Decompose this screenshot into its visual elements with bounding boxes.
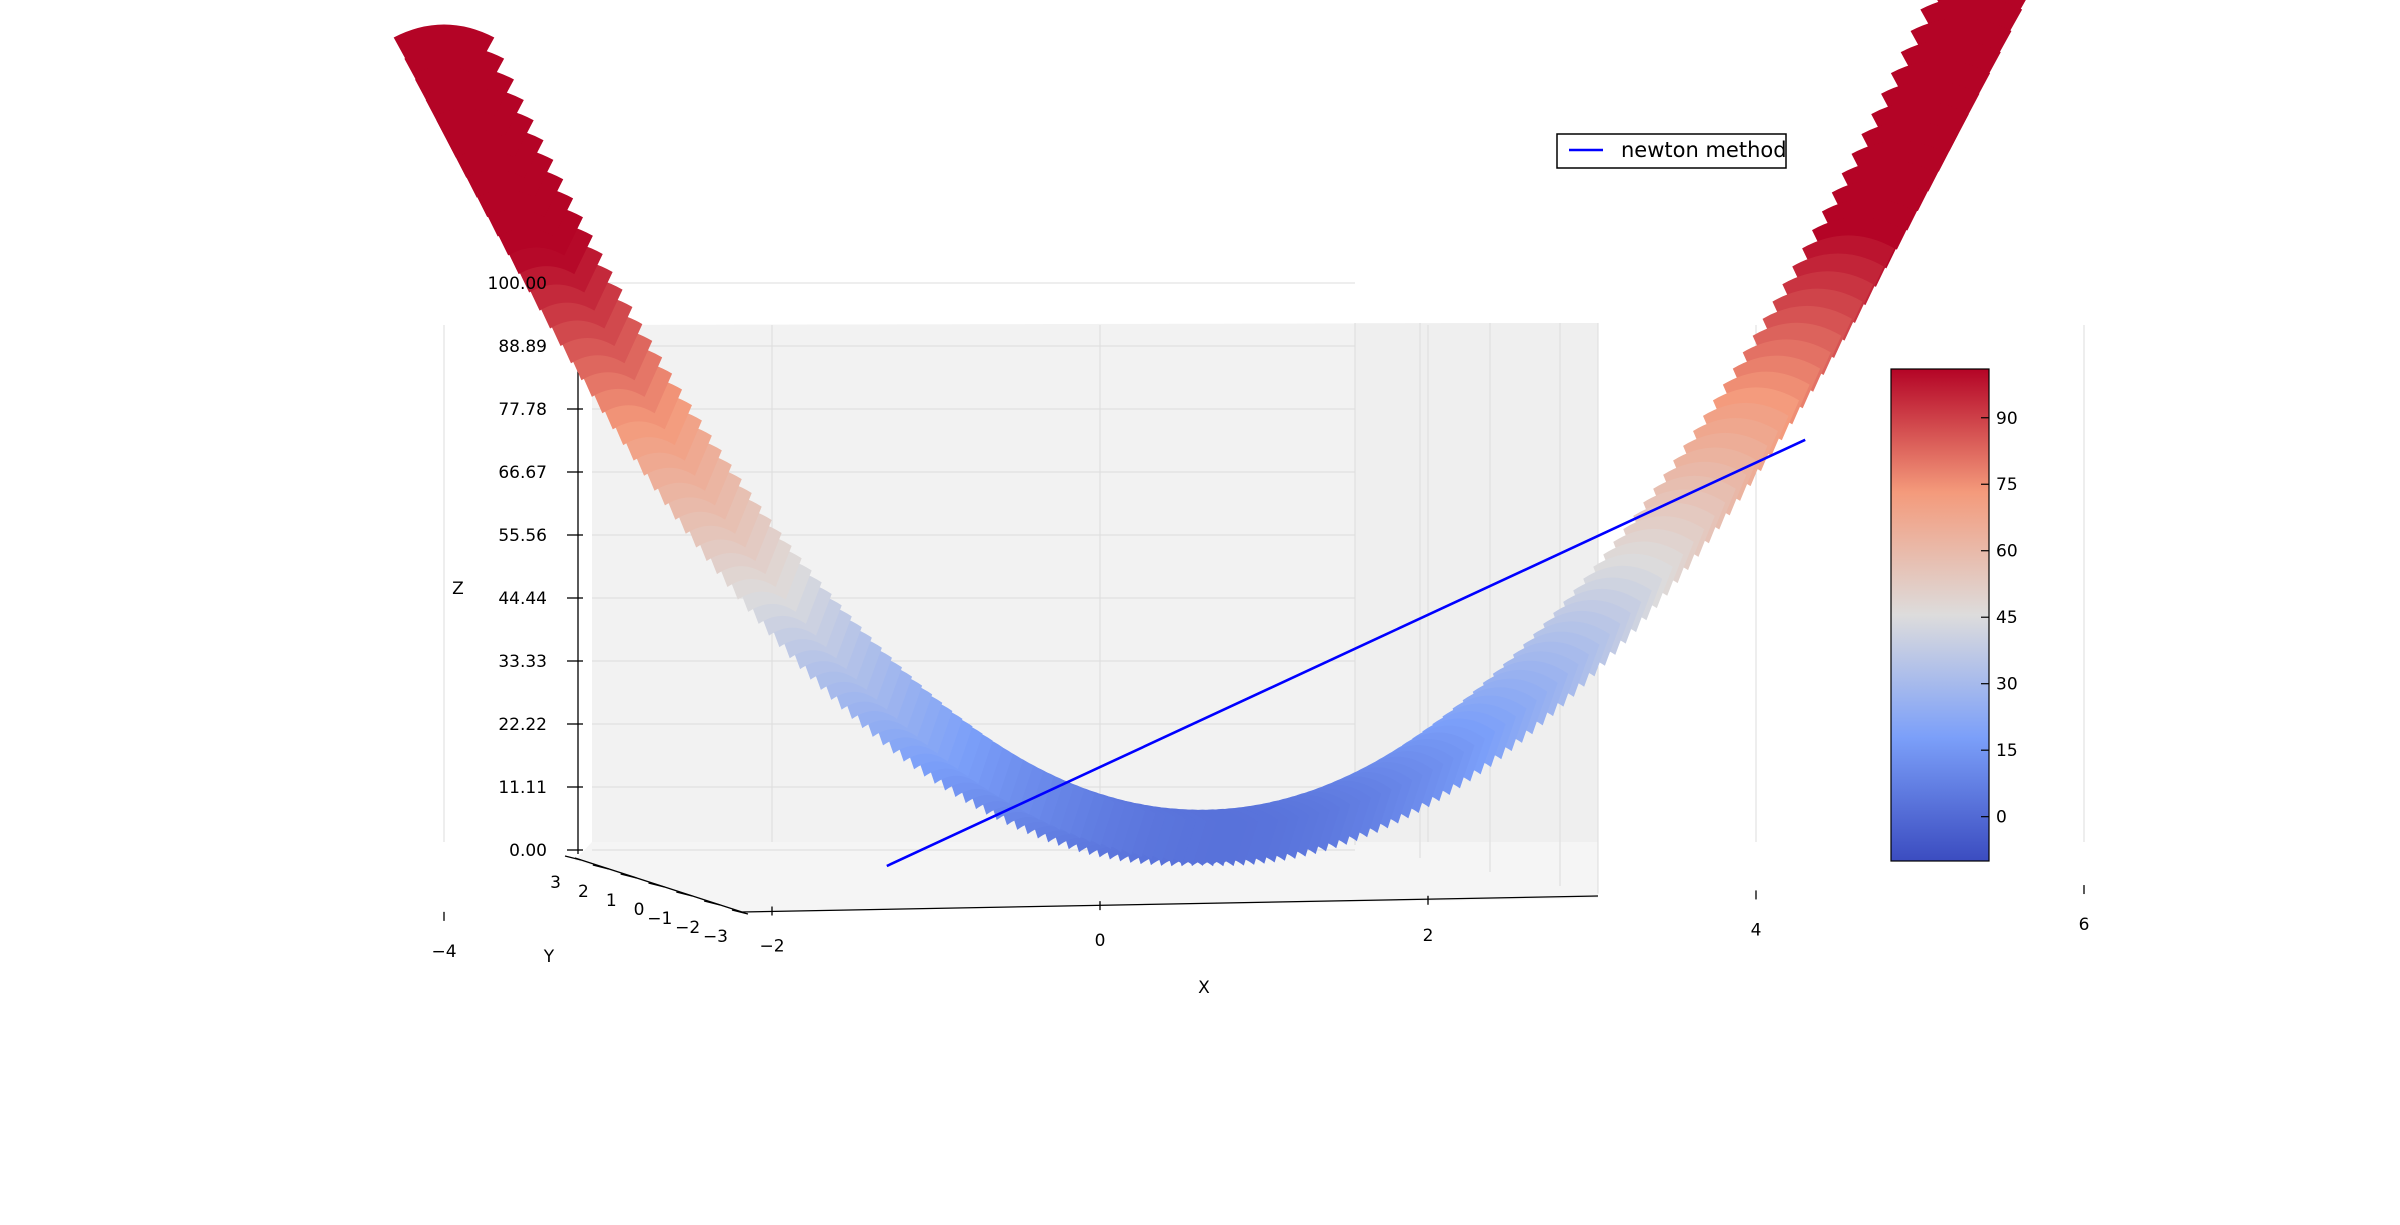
z-axis-label: Z <box>452 579 464 599</box>
z-tick-label: 100.00 <box>488 274 547 294</box>
colorbar-tick-label: 0 <box>1996 808 2007 828</box>
colorbar-tick-label: 60 <box>1996 542 2018 562</box>
legend-label-newton-method: newton method <box>1621 138 1787 162</box>
y-tick-label: −2 <box>675 918 700 938</box>
z-tick-label: 88.89 <box>498 337 547 357</box>
floor-pane <box>575 842 1598 912</box>
legend: newton method <box>1556 133 1787 169</box>
z-tick-label: 44.44 <box>498 589 547 609</box>
y-tick-label: 1 <box>606 891 617 911</box>
y-tick-label: −1 <box>647 909 672 929</box>
colorbar-tick-label: 15 <box>1996 741 2018 761</box>
y-tick-mark <box>676 891 693 897</box>
axes <box>443 282 2085 921</box>
y-tick-label: 0 <box>634 900 645 920</box>
surface <box>393 0 2026 867</box>
colorbar-tick-label: 30 <box>1996 675 2018 695</box>
x-tick-label: −4 <box>431 942 456 962</box>
x-tick-label: 2 <box>1423 926 1434 946</box>
y-tick-label: 3 <box>550 873 561 893</box>
series-layer <box>886 438 1806 868</box>
y-tick-label: −3 <box>703 927 728 947</box>
x-tick-label: 4 <box>1751 920 1762 940</box>
y-tick-mark <box>731 909 749 915</box>
colorbar-tick-label: 45 <box>1996 608 2018 628</box>
y-axis-label: Y <box>543 947 555 967</box>
z-tick-label: 55.56 <box>498 526 547 546</box>
y-tick-mark <box>564 855 582 861</box>
series-line-newton-method <box>886 438 1806 868</box>
z-tick-label: 77.78 <box>498 400 547 420</box>
z-tick-label: 0.00 <box>509 841 547 861</box>
colorbar-tick-label: 90 <box>1996 409 2018 429</box>
y-tick-mark <box>592 864 609 870</box>
x-tick-label: 0 <box>1095 931 1106 951</box>
y-tick-mark <box>704 900 721 906</box>
x-axis-label: X <box>1198 978 1210 998</box>
colorbar-gradient <box>1890 368 1990 862</box>
z-tick-label: 11.11 <box>498 778 547 798</box>
surface-slice <box>393 24 495 75</box>
z-tick-label: 33.33 <box>498 652 547 672</box>
z-tick-label: 22.22 <box>498 715 547 735</box>
colorbar: 0 15 30 45 60 75 90 <box>1890 368 2018 862</box>
y-tick-mark <box>620 873 637 879</box>
y-tick-label: 2 <box>578 882 589 902</box>
colorbar-tick-label: 75 <box>1996 475 2018 495</box>
x-tick-label: 6 <box>2079 915 2090 935</box>
back-pane <box>592 323 1598 890</box>
z-tick-label: 66.67 <box>498 463 547 483</box>
x-tick-label: −2 <box>759 937 784 957</box>
x-axis-line <box>741 895 1599 913</box>
y-tick-mark <box>648 882 665 888</box>
colorbar-ticks: 0 15 30 45 60 75 90 <box>1981 409 2018 828</box>
tick-labels: 0.00 11.11 22.22 33.33 44.44 55.56 66.67 77.78 8… <box>431 274 2089 962</box>
